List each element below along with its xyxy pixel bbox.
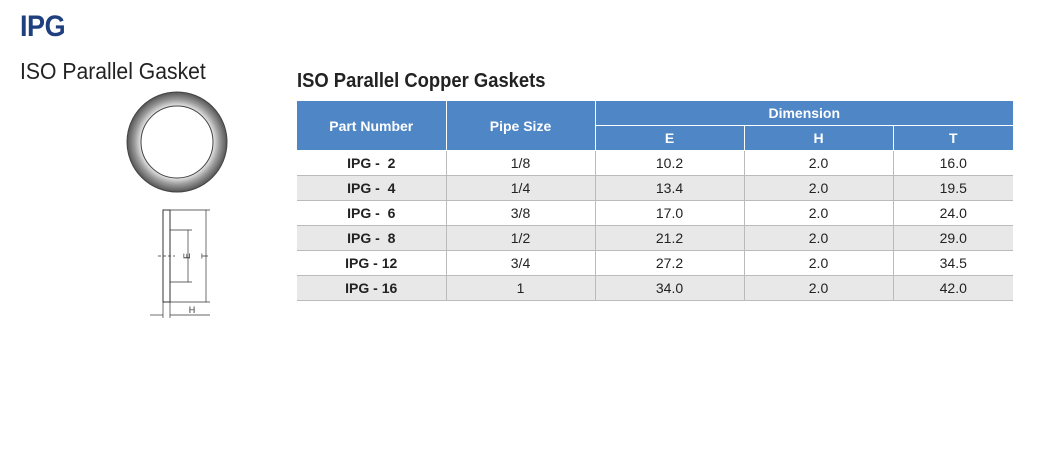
table-body: IPG - 2 1/8 10.2 2.0 16.0 IPG - 4 1/4 13.4 2.0 19…: [297, 150, 1013, 301]
table-cell: 16.0: [893, 150, 1013, 176]
table-row: IPG - 12 3/4 27.2 2.0 34.5: [297, 250, 1013, 276]
table-cell: 3/8: [446, 200, 596, 226]
table-cell: 19.5: [893, 175, 1013, 201]
table-cell: 1: [446, 275, 596, 301]
table-cell: 34.5: [893, 250, 1013, 276]
dim-label: H: [189, 305, 196, 315]
subheader-cell: T: [893, 125, 1013, 151]
part-number: IPG - 2: [297, 150, 447, 176]
spec-table: Part Number Pipe Size Dimension E H T IP…: [297, 101, 1013, 301]
header-cell: Pipe Size: [446, 101, 596, 151]
table-cell: 2.0: [744, 225, 894, 251]
title: IPG: [20, 10, 66, 43]
subheader-cell: E: [595, 125, 745, 151]
part-number: IPG - 16: [297, 275, 447, 301]
table-title: ISO Parallel Copper Gaskets: [297, 70, 546, 92]
table-cell: 2.0: [744, 250, 894, 276]
table-cell: 17.0: [595, 200, 745, 226]
table-cell: 24.0: [893, 200, 1013, 226]
subheader-cell: H: [744, 125, 894, 151]
table-cell: 13.4: [595, 175, 745, 201]
table-row: IPG - 2 1/8 10.2 2.0 16.0: [297, 150, 1013, 176]
part-number: IPG - 4: [297, 175, 447, 201]
table-cell: 21.2: [595, 225, 745, 251]
table-row: IPG - 16 1 34.0 2.0 42.0: [297, 275, 1013, 301]
dimension-lines: [150, 209, 210, 318]
ring-inner: [140, 105, 214, 179]
gasket-diagram: E T H: [126, 91, 228, 318]
header-cell: Part Number: [297, 101, 447, 151]
part-number: IPG - 8: [297, 225, 447, 251]
table-cell: 2.0: [744, 275, 894, 301]
table-row: IPG - 8 1/2 21.2 2.0 29.0: [297, 225, 1013, 251]
table-row: IPG - 6 3/8 17.0 2.0 24.0: [297, 200, 1013, 226]
table-row: IPG - 4 1/4 13.4 2.0 19.5: [297, 175, 1013, 201]
table-cell: 3/4: [446, 250, 596, 276]
table-cell: 1/2: [446, 225, 596, 251]
table-cell: 34.0: [595, 275, 745, 301]
table-cell: 10.2: [595, 150, 745, 176]
dim-label: E: [182, 253, 192, 259]
table-cell: 42.0: [893, 275, 1013, 301]
part-number: IPG - 12: [297, 250, 447, 276]
table-cell: 1/8: [446, 150, 596, 176]
table-cell: 2.0: [744, 150, 894, 176]
subtitle: ISO Parallel Gasket: [20, 58, 206, 84]
header-cell: Dimension: [595, 101, 1013, 126]
dim-label: T: [200, 253, 210, 259]
part-number: IPG - 6: [297, 200, 447, 226]
table-cell: 1/4: [446, 175, 596, 201]
table-cell: 2.0: [744, 175, 894, 201]
table-cell: 29.0: [893, 225, 1013, 251]
table-cell: 2.0: [744, 200, 894, 226]
table-cell: 27.2: [595, 250, 745, 276]
